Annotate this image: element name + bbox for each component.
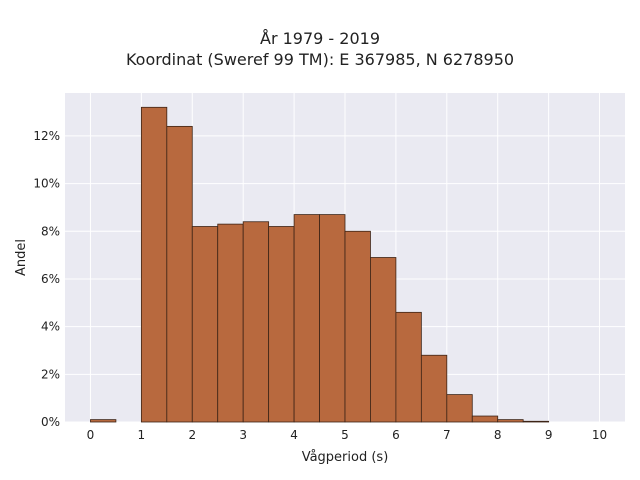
y-axis-label: Andel xyxy=(14,239,29,276)
histogram-bar xyxy=(166,125,193,423)
histogram-bar xyxy=(344,230,371,423)
histogram-bar xyxy=(268,226,295,423)
histogram-bar xyxy=(471,415,499,423)
chart-title-line-1: År 1979 - 2019 xyxy=(260,29,380,48)
y-axis-ticks: 0% 2% 4% 6% 8% 10% 12% xyxy=(33,129,60,429)
x-axis-ticks: 0 1 2 3 4 5 6 7 8 9 10 xyxy=(87,428,608,442)
y-tick-label: 8% xyxy=(41,224,60,238)
x-axis-label: Vågperiod (s) xyxy=(302,450,389,465)
histogram-bar xyxy=(395,311,422,423)
y-tick-label: 0% xyxy=(41,415,60,429)
x-tick-label: 3 xyxy=(239,428,247,442)
y-tick-label: 2% xyxy=(41,367,60,381)
y-tick-label: 4% xyxy=(41,320,60,334)
chart-title-line-2: Koordinat (Sweref 99 TM): E 367985, N 62… xyxy=(125,50,515,69)
chart-title: År 1979 - 2019 Koordinat (Sweref 99 TM):… xyxy=(0,28,640,70)
histogram-bar xyxy=(90,419,117,423)
histogram-bar xyxy=(446,394,473,423)
x-tick-label: 6 xyxy=(392,428,400,442)
x-tick-label: 0 xyxy=(87,428,95,442)
histogram-bar xyxy=(217,223,244,423)
x-tick-label: 4 xyxy=(290,428,298,442)
histogram-bar xyxy=(497,419,524,423)
histogram-bar xyxy=(293,214,320,423)
histogram-bar xyxy=(242,221,270,423)
histogram-bar xyxy=(319,214,346,423)
histogram-bar xyxy=(522,420,550,423)
x-tick-label: 1 xyxy=(138,428,146,442)
x-tick-label: 2 xyxy=(188,428,196,442)
x-tick-label: 7 xyxy=(443,428,451,442)
y-tick-label: 6% xyxy=(41,272,60,286)
x-tick-label: 5 xyxy=(341,428,349,442)
y-tick-label: 10% xyxy=(33,177,60,191)
histogram-bar xyxy=(370,257,397,423)
x-tick-label: 9 xyxy=(545,428,553,442)
histogram-bar xyxy=(140,106,168,423)
x-tick-label: 8 xyxy=(494,428,502,442)
histogram-bar xyxy=(191,226,219,423)
x-tick-label: 10 xyxy=(592,428,607,442)
histogram-bars xyxy=(90,106,550,423)
y-tick-label: 12% xyxy=(33,129,60,143)
histogram-bar xyxy=(420,354,448,423)
